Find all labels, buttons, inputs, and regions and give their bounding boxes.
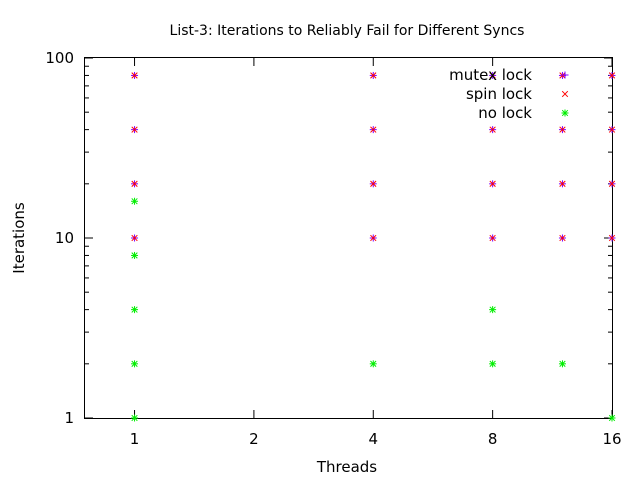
spin-lock-point — [131, 234, 138, 242]
no-lock-point — [131, 251, 139, 259]
data-points — [131, 71, 616, 422]
y-tick-label: 10 — [55, 229, 74, 247]
no-lock-point — [369, 360, 377, 368]
no-lock-point — [558, 360, 566, 368]
spin-lock-point — [608, 180, 616, 187]
x-tick-label: 4 — [368, 430, 378, 448]
spin-lock-point — [559, 234, 566, 242]
spin-lock-point — [131, 72, 138, 79]
plot-frame — [84, 57, 613, 419]
spin-lock-point — [608, 234, 616, 242]
x-tick-label: 2 — [249, 430, 259, 448]
legend-label-spin-lock: spin lock — [466, 85, 532, 103]
no-lock-point — [131, 306, 139, 314]
spin-lock-point — [608, 72, 616, 79]
spin-lock-point — [489, 180, 496, 187]
spin-lock-point — [489, 234, 496, 242]
legend-marker-mutex-lock — [561, 71, 569, 79]
spin-lock-point — [370, 180, 377, 187]
spin-lock-point — [489, 72, 496, 79]
spin-lock-point — [370, 126, 377, 133]
spin-lock-point — [559, 180, 566, 187]
legend-label-no-lock: no lock — [478, 104, 532, 122]
legend-marker-no-lock — [561, 109, 569, 117]
y-tick-label: 100 — [45, 49, 74, 67]
no-lock-point — [131, 360, 139, 368]
spin-lock-point — [370, 72, 377, 79]
x-tick-label: 16 — [602, 430, 621, 448]
chart-title: List-3: Iterations to Reliably Fail for … — [170, 23, 525, 39]
y-tick-label: 1 — [64, 409, 74, 427]
spin-lock-point — [559, 126, 566, 133]
x-axis-label: Threads — [316, 458, 377, 476]
spin-lock-point — [131, 180, 138, 187]
y-axis-label: Iterations — [10, 202, 28, 274]
no-lock-point — [608, 414, 616, 422]
legend-label-mutex-lock: mutex lock — [449, 66, 532, 84]
no-lock-point — [131, 197, 139, 205]
no-lock-point — [131, 414, 139, 422]
x-tick-label: 8 — [488, 430, 498, 448]
spin-lock-point — [131, 126, 138, 133]
no-lock-point — [489, 306, 497, 314]
axis-tick-labels: 1 2 4 8 16 1 10 100 — [45, 49, 621, 448]
spin-lock-point — [370, 234, 377, 242]
legend-marker-spin-lock — [561, 90, 569, 98]
spin-lock-point — [489, 126, 496, 133]
no-lock-point — [489, 360, 497, 368]
x-tick-label: 1 — [130, 430, 140, 448]
spin-lock-point — [608, 126, 616, 133]
axis-ticks — [85, 57, 613, 419]
